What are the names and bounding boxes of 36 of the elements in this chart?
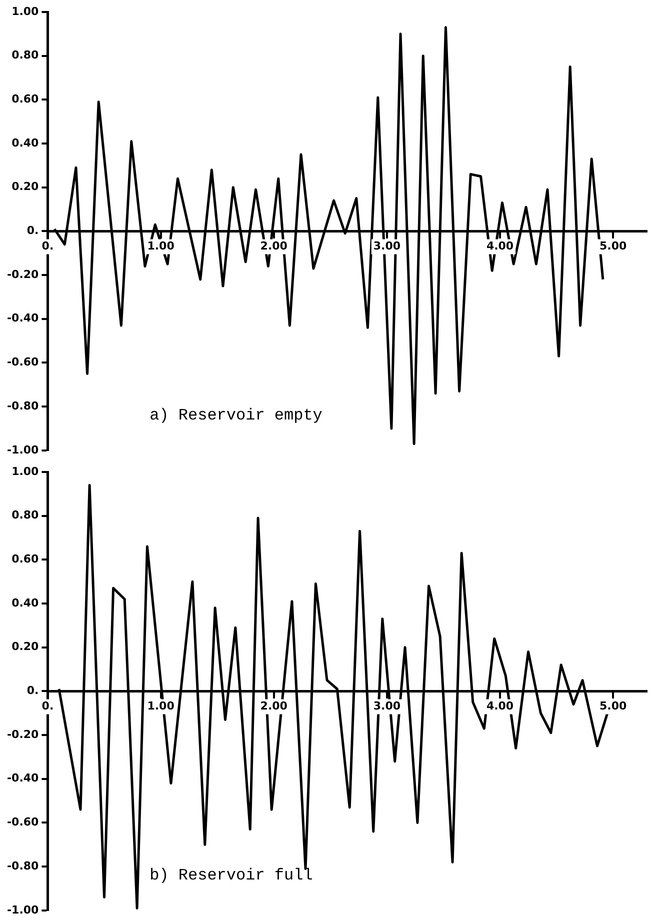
x-tick-label: 2.00 — [260, 240, 288, 253]
x-tick-label: 0. — [42, 240, 54, 253]
y-tick-label: 0. — [26, 224, 39, 238]
y-tick-label: -1.00 — [6, 903, 40, 916]
y-tick-label: -0.80 — [6, 399, 40, 412]
annotation: b) Reservoir full — [150, 866, 313, 885]
y-tick-label: -0.40 — [6, 312, 40, 325]
x-tick-label: 3.00 — [373, 700, 401, 713]
y-tick-label: -0.60 — [6, 816, 40, 829]
y-tick-label: 1.00 — [12, 464, 40, 478]
x-tick-label: 5.00 — [600, 240, 627, 253]
annotation: a) Reservoir empty — [150, 406, 323, 425]
y-tick-label: 0.20 — [12, 180, 40, 194]
y-tick-label: 0.80 — [12, 508, 40, 522]
y-tick-label: -1.00 — [6, 443, 40, 456]
y-tick-label: -0.60 — [6, 356, 40, 369]
y-tick-label: 0.60 — [12, 552, 40, 566]
x-tick-label: 4.00 — [486, 240, 514, 253]
y-tick-label: 0.80 — [12, 48, 40, 62]
y-tick-label: 0. — [26, 684, 39, 698]
x-tick-label: 5.00 — [600, 700, 627, 713]
x-tick-label: 2.00 — [260, 700, 288, 713]
y-tick-label: 1.00 — [12, 4, 40, 18]
y-tick-label: 0.40 — [12, 596, 40, 610]
x-tick-label: 4.00 — [486, 700, 514, 713]
x-tick-label: 3.00 — [373, 240, 401, 253]
y-tick-label: -0.40 — [6, 772, 40, 785]
x-tick-label: 1.00 — [147, 240, 175, 253]
y-tick-label: 0.40 — [12, 136, 40, 150]
y-tick-label: 0.60 — [12, 92, 40, 106]
y-tick-label: -0.20 — [6, 728, 40, 741]
y-tick-label: -0.80 — [6, 859, 40, 872]
x-tick-label: 1.00 — [147, 700, 175, 713]
y-tick-label: -0.20 — [6, 268, 40, 281]
x-tick-label: 0. — [42, 700, 54, 713]
y-tick-label: 0.20 — [12, 640, 40, 654]
